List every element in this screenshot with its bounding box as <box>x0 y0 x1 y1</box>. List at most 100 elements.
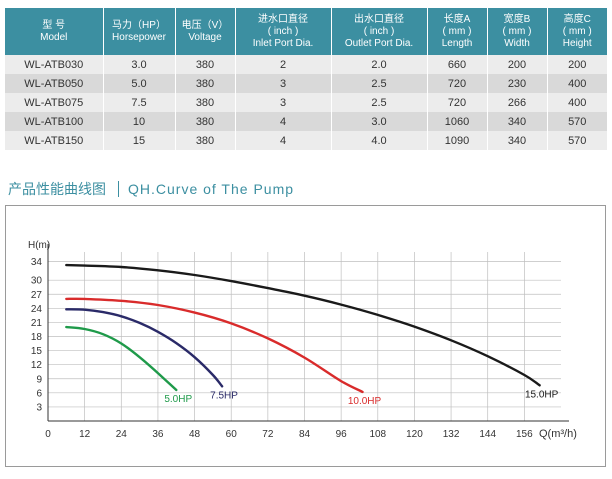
x-tick-label: 144 <box>479 429 496 440</box>
table-cell: 570 <box>547 112 607 131</box>
header-cn-label: 电压（V） <box>181 19 229 31</box>
table-cell: 720 <box>427 93 488 112</box>
table-cell: 4 <box>235 112 332 131</box>
table-cell: 5.0 <box>103 74 176 93</box>
table-cell: 3.0 <box>103 55 176 74</box>
header-en-label: Inlet Port Dia. <box>252 37 314 49</box>
table-cell: 400 <box>547 93 607 112</box>
table-cell: 1090 <box>427 131 488 150</box>
y-tick-label: 9 <box>36 374 42 385</box>
x-tick-label: 24 <box>116 429 128 440</box>
table-cell: 340 <box>487 131 548 150</box>
header-sub-label: ( mm ) <box>442 25 472 37</box>
table-row: WL-ATB150 15 380 4 4.0 1090 340 570 <box>5 131 607 150</box>
header-en-label: Width <box>504 37 530 49</box>
column-header: 高度C( mm ) Height <box>547 8 607 55</box>
x-tick-label: 108 <box>369 429 386 440</box>
y-tick-label: 12 <box>31 360 43 371</box>
table-row: WL-ATB030 3.0 380 2 2.0 660 200 200 <box>5 55 607 74</box>
table-cell: 660 <box>427 55 488 74</box>
table-cell: 570 <box>547 131 607 150</box>
header-sub-label: ( inch ) <box>363 25 395 37</box>
header-en-label: Horsepower <box>112 31 166 43</box>
x-tick-label: 12 <box>79 429 91 440</box>
table-row: WL-ATB100 10 380 4 3.0 1060 340 570 <box>5 112 607 131</box>
table-cell: 4.0 <box>331 131 428 150</box>
x-tick-label: 84 <box>299 429 311 440</box>
table-body: WL-ATB030 3.0 380 2 2.0 660 200 200 WL-ATB050 5.0… <box>5 55 607 150</box>
table-cell: 720 <box>427 74 488 93</box>
x-tick-label: 60 <box>226 429 238 440</box>
column-header: 长度A( mm ) Length <box>427 8 488 55</box>
table-cell: 2.5 <box>331 74 428 93</box>
table-cell: 4 <box>235 131 332 150</box>
series-line <box>65 308 224 388</box>
header-cn-label: 型 号 <box>42 19 66 31</box>
column-header: 进水口直径( inch ) Inlet Port Dia. <box>235 8 332 55</box>
table-cell: 340 <box>487 112 548 131</box>
header-en-label: Model <box>40 31 68 43</box>
table-cell: 380 <box>175 112 236 131</box>
table-cell: WL-ATB075 <box>5 93 104 112</box>
header-cn-label: 高度C <box>563 13 591 25</box>
x-tick-label: 72 <box>262 429 274 440</box>
table-cell: 200 <box>487 55 548 74</box>
table-row: WL-ATB050 5.0 380 3 2.5 720 230 400 <box>5 74 607 93</box>
y-tick-label: 21 <box>31 318 43 329</box>
chart-frame <box>5 205 606 467</box>
column-header: 出水口直径( inch ) Outlet Port Dia. <box>331 8 428 55</box>
section-title-en: QH.Curve of The Pump <box>128 181 295 197</box>
table-cell: 1060 <box>427 112 488 131</box>
title-divider <box>118 181 119 197</box>
series-line <box>65 325 178 392</box>
y-tick-label: 15 <box>31 346 43 357</box>
header-cn-label: 长度A <box>443 13 471 25</box>
header-sub-label: ( mm ) <box>562 25 592 37</box>
x-tick-label: 156 <box>516 429 533 440</box>
table-cell: 200 <box>547 55 607 74</box>
table-cell: 10 <box>103 112 176 131</box>
column-header: 型 号 Model <box>5 8 104 55</box>
header-cn-label: 宽度B <box>503 13 531 25</box>
y-tick-label: 3 <box>36 402 42 413</box>
series-label: 10.0HP <box>348 396 382 407</box>
table-cell: 400 <box>547 74 607 93</box>
y-tick-label: 6 <box>36 388 42 399</box>
spec-table: 型 号 Model 马力（HP） Horsepower 电压（V） Voltage 进水口直… <box>5 8 607 150</box>
x-tick-label: 96 <box>336 429 348 440</box>
y-axis-label: H(m) <box>28 240 50 251</box>
table-cell: WL-ATB100 <box>5 112 104 131</box>
x-tick-label: 0 <box>45 429 51 440</box>
header-sub-label: ( mm ) <box>502 25 532 37</box>
table-cell: WL-ATB150 <box>5 131 104 150</box>
table-cell: 15 <box>103 131 176 150</box>
x-tick-label: 48 <box>189 429 201 440</box>
x-tick-label: 36 <box>152 429 164 440</box>
y-tick-label: 27 <box>31 290 43 301</box>
series-line <box>65 297 364 394</box>
header-en-label: Height <box>562 37 592 49</box>
table-cell: 7.5 <box>103 93 176 112</box>
table-row: WL-ATB075 7.5 380 3 2.5 720 266 400 <box>5 93 607 112</box>
table-cell: 3 <box>235 93 332 112</box>
table-cell: 2.0 <box>331 55 428 74</box>
column-header: 马力（HP） Horsepower <box>103 8 176 55</box>
y-tick-label: 34 <box>31 257 43 268</box>
column-header: 宽度B( mm ) Width <box>487 8 548 55</box>
table-cell: 3.0 <box>331 112 428 131</box>
table-cell: 380 <box>175 93 236 112</box>
table-cell: 266 <box>487 93 548 112</box>
series-label: 5.0HP <box>164 394 192 405</box>
header-en-label: Voltage <box>188 31 222 43</box>
table-cell: 2 <box>235 55 332 74</box>
table-cell: 380 <box>175 55 236 74</box>
header-cn-label: 出水口直径 <box>354 13 404 25</box>
header-en-label: Outlet Port Dia. <box>344 37 414 49</box>
x-axis-label: Q(m³/h) <box>539 428 577 440</box>
series-label: 7.5HP <box>210 390 238 401</box>
table-cell: 3 <box>235 74 332 93</box>
header-en-label: Length <box>441 37 473 49</box>
table-cell: WL-ATB030 <box>5 55 104 74</box>
x-tick-label: 120 <box>406 429 423 440</box>
